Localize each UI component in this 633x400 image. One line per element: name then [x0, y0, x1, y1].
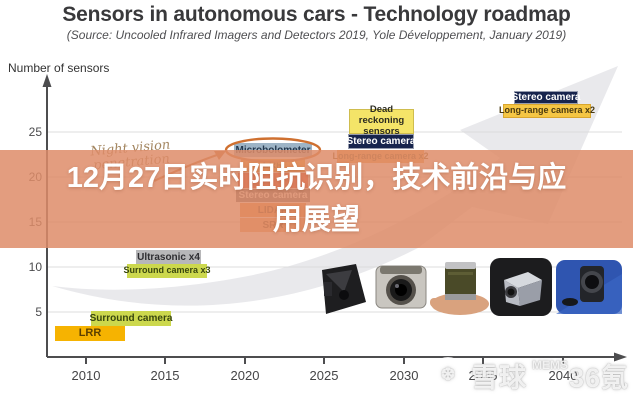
- stereo-camera-2030-box: Stereo camera: [511, 91, 581, 104]
- stereo-camera-2025-box: Stereo camera: [346, 134, 416, 149]
- bracket-sensor-photo: [314, 262, 370, 321]
- x-tick-2010: 2010: [71, 368, 101, 383]
- watermark-name: 雪球: [470, 362, 527, 393]
- page-title: Sensors in autonomous cars - Technology …: [62, 3, 571, 26]
- surround-camera-x3-box: Surround camera x3: [123, 264, 211, 278]
- lidar-in-hand-photo: [428, 258, 492, 321]
- snowball-logo-icon: ❆: [429, 357, 466, 393]
- x-tick-2030: 2030: [389, 368, 419, 383]
- cube-sensor-photo: [490, 258, 552, 321]
- y-tick-5: 5: [35, 305, 42, 319]
- lrr-2010-box: LRR: [55, 326, 125, 341]
- y-axis-arrowhead: [42, 74, 52, 87]
- x-axis-arrowhead: [614, 352, 627, 362]
- x-tick-2025: 2025: [309, 368, 339, 383]
- x-tick-2035: 2035: [468, 368, 498, 383]
- camera-module-photo: [372, 262, 430, 317]
- x-tick-2040: 2040: [548, 368, 578, 383]
- dead-reckoning-sensors-box: Dead reckoning sensors: [349, 104, 414, 137]
- headline-overlay-banner: 12月27日实时阻抗识别，技术前沿与应用展望: [0, 150, 633, 248]
- watermark-suffix: 36氪: [568, 362, 629, 393]
- watermark-small: MEMS: [531, 358, 568, 372]
- x-tick-2015: 2015: [150, 368, 180, 383]
- y-axis-label: Number of sensors: [8, 61, 110, 75]
- y-tick-10: 10: [28, 260, 42, 274]
- y-tick-25: 25: [28, 125, 42, 139]
- ultrasonic-x4-box: Ultrasonic x4: [136, 250, 201, 264]
- long-range-camera-2030-box: Long-range camera x2: [499, 104, 595, 118]
- blue-mounted-sensor-photo: [556, 260, 622, 319]
- gray-swoosh-arrow: [52, 66, 618, 306]
- x-tick-2020: 2020: [230, 368, 260, 383]
- surround-camera-2015-box: Surround camera: [89, 311, 173, 326]
- watermark: ❆ 雪球 MEMS 36氪: [429, 352, 629, 398]
- headline-text: 12月27日实时阻抗识别，技术前沿与应用展望: [66, 161, 567, 236]
- source-line: (Source: Uncooled Infrared Imagers and D…: [66, 28, 567, 42]
